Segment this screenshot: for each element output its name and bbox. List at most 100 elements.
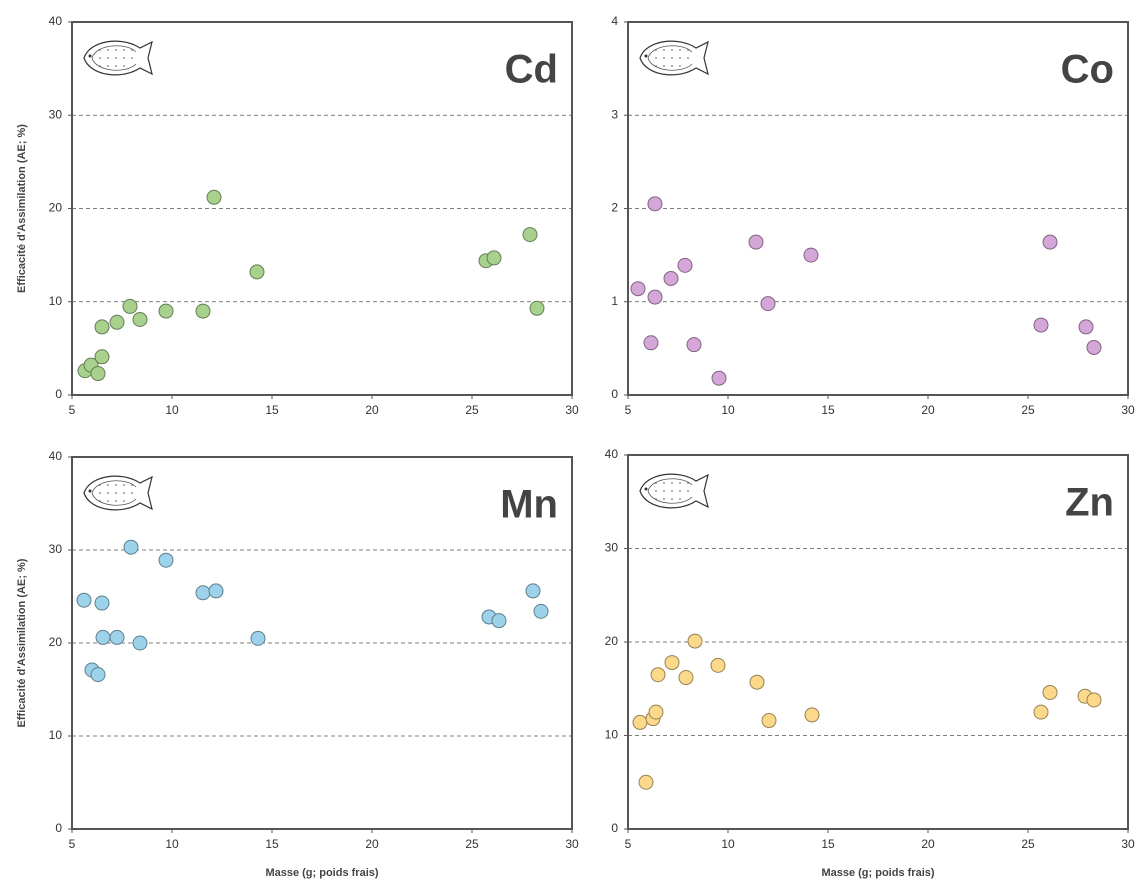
data-point bbox=[686, 337, 702, 353]
data-point bbox=[663, 270, 679, 286]
x-tick-label: 30 bbox=[565, 837, 579, 851]
data-point bbox=[123, 539, 139, 555]
fish-dot bbox=[107, 49, 109, 51]
y-tick-label: 30 bbox=[49, 542, 63, 556]
fish-dot bbox=[115, 57, 117, 59]
x-tick-label: 30 bbox=[565, 403, 579, 417]
data-point bbox=[522, 227, 538, 243]
x-tick-label: 10 bbox=[165, 403, 179, 417]
fish-dot bbox=[663, 490, 665, 492]
data-point bbox=[687, 633, 703, 649]
x-tick-label: 15 bbox=[265, 403, 279, 417]
data-point bbox=[132, 311, 148, 327]
fish-fin bbox=[91, 480, 137, 506]
y-tick-label: 30 bbox=[605, 541, 619, 555]
fish-dot bbox=[655, 49, 657, 51]
fish-dot bbox=[679, 57, 681, 59]
fish-dot bbox=[655, 490, 657, 492]
panel-title: Cd bbox=[505, 48, 558, 92]
fish-dot bbox=[663, 49, 665, 51]
fish-eye bbox=[644, 54, 648, 58]
fish-dot bbox=[131, 492, 133, 494]
x-tick-label: 15 bbox=[265, 837, 279, 851]
data-point bbox=[94, 595, 110, 611]
fish-body bbox=[83, 40, 153, 76]
fish-dot bbox=[679, 482, 681, 484]
fish-dot bbox=[115, 492, 117, 494]
fish-dot bbox=[115, 500, 117, 502]
fish-body bbox=[639, 40, 709, 76]
x-tick-label: 15 bbox=[821, 403, 835, 417]
fish-dot bbox=[687, 482, 689, 484]
fish-fin bbox=[647, 478, 693, 504]
fish-dot bbox=[679, 498, 681, 500]
fish-dot bbox=[123, 484, 125, 486]
x-tick-label: 10 bbox=[165, 837, 179, 851]
data-point bbox=[529, 300, 545, 316]
data-point bbox=[647, 196, 663, 212]
data-point bbox=[678, 670, 694, 686]
fish-eye bbox=[88, 489, 92, 493]
y-tick-label: 40 bbox=[49, 14, 63, 28]
fish-dot bbox=[115, 484, 117, 486]
x-tick-label: 30 bbox=[1121, 837, 1135, 851]
data-point bbox=[95, 629, 111, 645]
data-point bbox=[158, 552, 174, 568]
data-point bbox=[491, 613, 507, 629]
fish-dot bbox=[123, 49, 125, 51]
x-tick-label: 30 bbox=[1121, 403, 1135, 417]
data-point bbox=[195, 303, 211, 319]
fish-dot bbox=[671, 57, 673, 59]
y-tick-label: 20 bbox=[49, 635, 63, 649]
y-axis-label: Efficacité d'Assimilation (AE; %) bbox=[16, 124, 28, 293]
data-point bbox=[632, 714, 648, 730]
fish-dot bbox=[99, 65, 101, 67]
fish-icon bbox=[639, 473, 709, 509]
fish-dot bbox=[679, 49, 681, 51]
data-point bbox=[122, 298, 138, 314]
fish-dot bbox=[115, 65, 117, 67]
plot-frame bbox=[71, 21, 573, 396]
fish-dot bbox=[663, 498, 665, 500]
fish-dot bbox=[99, 500, 101, 502]
y-tick-label: 0 bbox=[55, 821, 62, 835]
y-tick-label: 0 bbox=[611, 387, 618, 401]
fish-dot bbox=[687, 490, 689, 492]
x-tick-label: 25 bbox=[465, 837, 479, 851]
fish-dot bbox=[123, 500, 125, 502]
y-tick-label: 10 bbox=[49, 728, 63, 742]
x-tick-label: 5 bbox=[69, 403, 76, 417]
fish-dot bbox=[107, 500, 109, 502]
y-tick-label: 2 bbox=[611, 201, 618, 215]
data-point bbox=[249, 264, 265, 280]
fish-dot bbox=[655, 498, 657, 500]
fish-fin bbox=[91, 45, 137, 71]
data-point bbox=[486, 250, 502, 266]
fish-dot bbox=[107, 57, 109, 59]
data-point bbox=[525, 583, 541, 599]
x-tick-label: 5 bbox=[69, 837, 76, 851]
y-tick-label: 0 bbox=[55, 387, 62, 401]
fish-dot bbox=[671, 490, 673, 492]
data-point bbox=[90, 667, 106, 683]
data-point bbox=[109, 314, 125, 330]
y-tick-label: 20 bbox=[605, 634, 619, 648]
fish-icon bbox=[83, 40, 153, 76]
y-tick-label: 4 bbox=[611, 14, 618, 28]
fish-dot bbox=[679, 65, 681, 67]
data-point bbox=[643, 335, 659, 351]
plot-frame bbox=[627, 454, 1129, 830]
x-tick-label: 15 bbox=[821, 837, 835, 851]
data-point bbox=[94, 319, 110, 335]
fish-dot bbox=[99, 484, 101, 486]
fish-dot bbox=[99, 57, 101, 59]
fish-eye bbox=[644, 487, 648, 491]
fish-dot bbox=[687, 49, 689, 51]
data-point bbox=[90, 366, 106, 382]
fish-fin bbox=[647, 45, 693, 71]
data-point bbox=[711, 370, 727, 386]
fish-body bbox=[83, 475, 153, 511]
data-point bbox=[250, 630, 266, 646]
panel-title: Mn bbox=[500, 483, 558, 527]
